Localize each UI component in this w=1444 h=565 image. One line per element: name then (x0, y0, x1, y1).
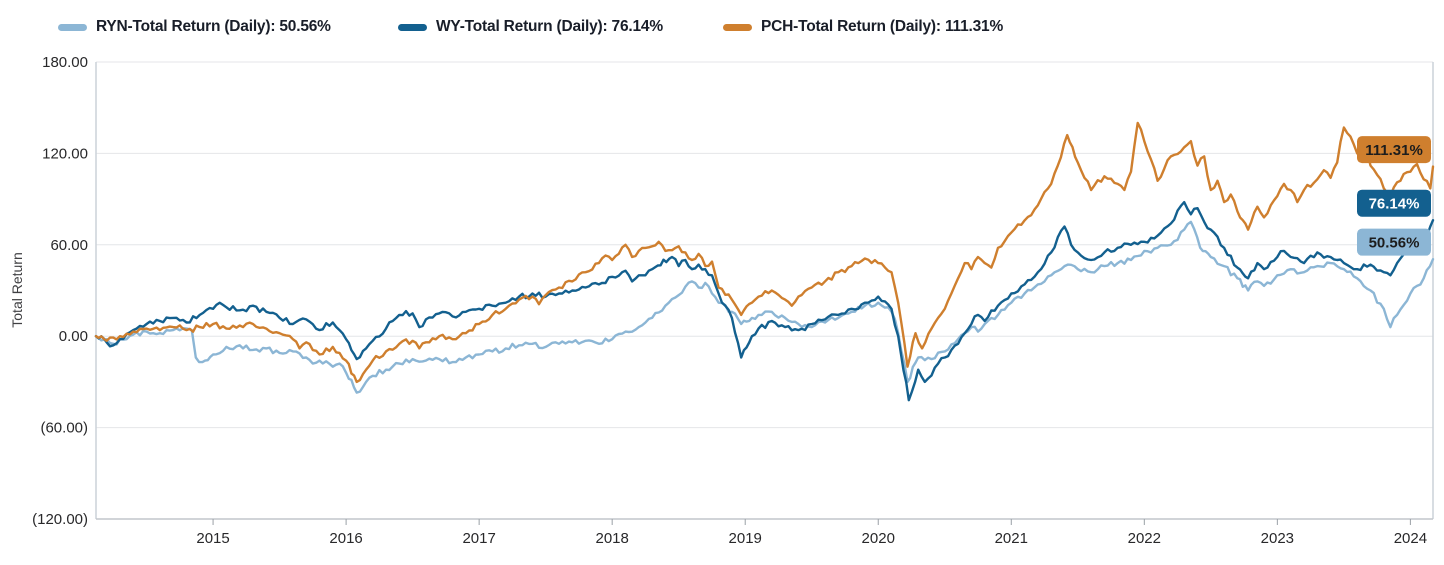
end-value-badge-wy (1357, 189, 1431, 217)
x-tick-label: 2019 (729, 530, 762, 547)
y-tick-label: 180.00 (42, 54, 88, 71)
pch-series-swatch-icon (723, 23, 752, 31)
legend-item-pch[interactable]: PCH-Total Return (Daily): 111.31% (723, 18, 1003, 36)
end-value-label-pch: 111.31% (1365, 142, 1423, 159)
y-tick-label: 120.00 (42, 145, 88, 162)
end-value-badge-pch (1357, 136, 1431, 164)
series-line-wy (94, 200, 1435, 402)
legend-item-wy[interactable]: WY-Total Return (Daily): 76.14% (398, 18, 663, 36)
x-tick-label: 2016 (329, 530, 362, 547)
legend-label-pch: PCH-Total Return (Daily): 111.31% (761, 18, 1004, 35)
wy-series-swatch-icon (398, 23, 427, 31)
x-tick-label: 2015 (196, 530, 229, 547)
y-tick-label: 0.00 (59, 328, 88, 345)
x-tick-label: 2022 (1128, 530, 1161, 547)
x-tick-label: 2023 (1261, 530, 1294, 547)
x-tick-label: 2020 (862, 530, 895, 547)
end-value-label-wy: 76.14% (1369, 196, 1420, 213)
x-tick-label: 2021 (995, 530, 1028, 547)
chart-legend: RYN-Total Return (Daily): 50.56% WY-Tota… (0, 18, 1444, 40)
series-line-ryn (94, 220, 1435, 394)
y-axis-title: Total Return (9, 252, 25, 327)
legend-item-ryn[interactable]: RYN-Total Return (Daily): 50.56% (58, 18, 331, 36)
y-tick-label: (60.00) (40, 420, 88, 437)
x-tick-label: 2018 (595, 530, 628, 547)
end-value-label-ryn: 50.56% (1369, 235, 1420, 252)
x-tick-label: 2024 (1394, 530, 1427, 547)
end-value-badge-ryn (1357, 228, 1431, 256)
legend-label-wy: WY-Total Return (Daily): 76.14% (436, 18, 663, 35)
x-tick-label: 2017 (462, 530, 495, 547)
y-tick-label: (120.00) (32, 511, 88, 528)
series-line-pch (94, 121, 1435, 384)
ryn-series-swatch-icon (58, 23, 87, 31)
y-tick-label: 60.00 (50, 237, 88, 254)
legend-label-ryn: RYN-Total Return (Daily): 50.56% (96, 18, 331, 35)
